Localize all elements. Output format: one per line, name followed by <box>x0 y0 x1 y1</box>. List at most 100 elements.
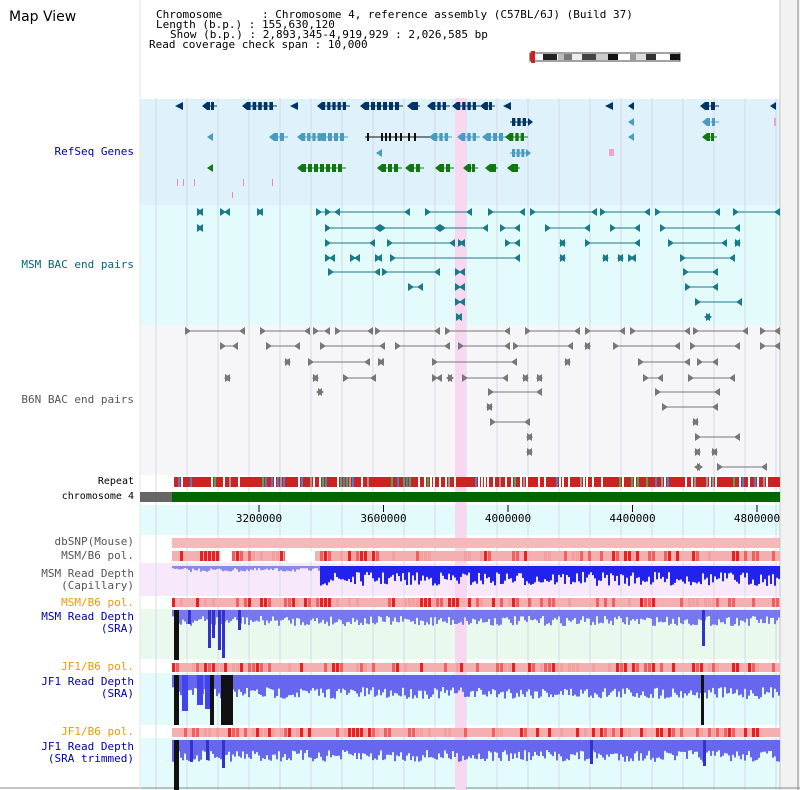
msm-depth-capillary-bar <box>678 566 680 581</box>
msm-b6-pol-2-track-cell <box>244 598 247 607</box>
msm-depth-capillary-bar <box>480 566 482 581</box>
track-label-dbsnp[interactable]: dbSNP(Mouse) <box>54 535 134 548</box>
jf1-depth-sra-bar <box>268 675 270 689</box>
ideogram-band <box>582 54 596 60</box>
msm-depth-sra-bar <box>414 610 416 625</box>
jf1-depth-trimmed-bar <box>608 740 610 757</box>
jf1-depth-sra-bar <box>292 675 294 695</box>
msm-depth-sra-bar <box>660 610 662 622</box>
jf1-depth-sra-bar <box>726 675 728 694</box>
msm-depth-capillary-bar <box>550 566 552 581</box>
track-label-refseq[interactable]: RefSeq Genes <box>54 145 134 158</box>
jf1-b6-pol-1-track-cell <box>576 663 579 672</box>
track-label-msm-bac[interactable]: MSM BAC end pairs <box>21 258 134 271</box>
msm-depth-capillary-bar <box>770 566 772 584</box>
jf1-depth-trimmed-bar <box>348 740 350 754</box>
msm-depth-sra-bar <box>408 610 410 620</box>
ideogram-band <box>630 54 636 60</box>
jf1-depth-sra-bar <box>652 675 654 698</box>
msm-depth-sra-bar <box>770 610 772 618</box>
msm-b6-pol-1-track-cell <box>636 551 639 561</box>
track-label-jf1-depth-sra[interactable]: JF1 Read Depth (SRA) <box>41 675 134 700</box>
refseq-gene-exon <box>408 133 410 141</box>
msm-depth-sra-bar <box>694 610 696 625</box>
jf1-b6-pol-2-track-cell <box>216 728 219 737</box>
b6n-bac-pair-end <box>458 342 464 350</box>
refseq-gene-arrow <box>290 102 298 110</box>
track-label-msm-b6-pol-1[interactable]: MSM/B6 pol. <box>61 549 134 562</box>
msm-bac-pair-end <box>325 208 331 216</box>
jf1-depth-sra-bar <box>714 675 716 695</box>
b6n-bac-pair-end <box>690 342 696 350</box>
refseq-gene-arrow <box>269 133 274 141</box>
msm-depth-sra-bar <box>278 610 280 626</box>
repeat-gap <box>433 477 435 487</box>
msm-bac-pair-end <box>455 268 461 276</box>
jf1-depth-sra-bar <box>740 675 742 695</box>
msm-depth-capillary-bar <box>776 566 778 578</box>
jf1-depth-sra-bar <box>536 675 538 692</box>
msm-b6-pol-2-track-cell <box>468 598 471 607</box>
jf1-depth-trimmed-bar <box>278 740 280 752</box>
jf1-depth-sra-bar <box>518 675 520 697</box>
jf1-depth-trimmed-bar <box>306 740 308 751</box>
jf1-depth-sra-bar <box>466 675 468 697</box>
msm-depth-capillary-bar <box>510 566 512 579</box>
jf1-b6-pol-2-track-cell <box>584 728 587 737</box>
msm-depth-sra-bar <box>522 610 524 617</box>
msm-bac-pair-end <box>683 268 689 276</box>
jf1-b6-pol-2-track-cell <box>664 728 667 737</box>
track-label-jf1-depth-trimmed[interactable]: JF1 Read Depth (SRA trimmed) <box>41 740 134 765</box>
msm-depth-sra-bar <box>324 610 326 624</box>
msm-depth-sra-bar <box>630 610 632 621</box>
jf1-depth-sra-bar <box>370 675 372 691</box>
refseq-gene-exon <box>712 118 715 126</box>
jf1-depth-trimmed-bar <box>340 740 342 760</box>
repeat-element <box>397 477 399 487</box>
track-label-repeat[interactable]: Repeat <box>97 476 134 487</box>
jf1-depth-sra-bar <box>216 675 218 697</box>
track-label-msm-depth-sra[interactable]: MSM Read Depth (SRA) <box>41 610 134 635</box>
jf1-depth-trimmed-bar <box>242 740 244 752</box>
jf1-depth-sra-bar <box>570 675 572 689</box>
track-label-msm-b6-pol-2[interactable]: MSM/B6 pol. <box>61 596 134 609</box>
msm-b6-pol-1-track <box>172 551 780 561</box>
jf1-depth-trimmed-bar <box>762 740 764 752</box>
refseq-pink-tick <box>194 179 195 186</box>
msm-b6-pol-1-track-cell <box>376 551 379 561</box>
msm-depth-capillary-bar <box>658 566 660 573</box>
jf1-depth-sra-bar <box>306 675 308 692</box>
track-label-jf1-b6-pol-2[interactable]: JF1/B6 pol. <box>61 725 134 738</box>
msm-depth-capillary-bar <box>566 566 568 576</box>
jf1-depth-sra-bar <box>502 675 504 692</box>
jf1-b6-pol-1-track-cell <box>568 663 571 672</box>
msm-depth-capillary-bar <box>670 566 672 586</box>
jf1-depth-sra-bar <box>612 675 614 691</box>
jf1-depth-trimmed-bar <box>234 740 236 757</box>
jf1-depth-trimmed-bar <box>218 740 220 758</box>
msm-bac-pair-end <box>387 239 393 247</box>
jf1-b6-pol-1-track-cell <box>500 663 503 672</box>
msm-depth-capillary-bar <box>438 566 440 585</box>
track-label-chromosome[interactable]: chromosome 4 <box>61 491 134 502</box>
msm-depth-sra-bar <box>202 610 204 617</box>
jf1-depth-trimmed-bar <box>554 740 556 752</box>
jf1-b6-pol-2-track-cell <box>192 728 195 737</box>
msm-depth-sra-bar <box>530 610 532 620</box>
track-label-b6n-bac[interactable]: B6N BAC end pairs <box>21 393 134 406</box>
jf1-depth-trimmed-bar <box>678 740 680 752</box>
jf1-depth-sra-bar <box>358 675 360 697</box>
msm-b6-pol-1-track-cell <box>420 551 423 561</box>
jf1-depth-trimmed-bar <box>542 740 544 756</box>
b6n-bac-pair-end <box>511 358 517 366</box>
msm-depth-sra-bar <box>244 610 246 625</box>
track-label-jf1-b6-pol-1[interactable]: JF1/B6 pol. <box>61 660 134 673</box>
msm-b6-pol-2-track-cell <box>392 598 395 607</box>
track-label-msm-depth-capillary[interactable]: MSM Read Depth (Capillary) <box>41 567 134 592</box>
jf1-depth-sra-bar <box>694 675 696 696</box>
jf1-depth-trimmed-bar <box>326 740 328 756</box>
msm-b6-pol-2-track-cell <box>436 598 439 607</box>
jf1-depth-sra-bar <box>632 675 634 697</box>
msm-b6-pol-2-track-cell <box>236 598 239 607</box>
